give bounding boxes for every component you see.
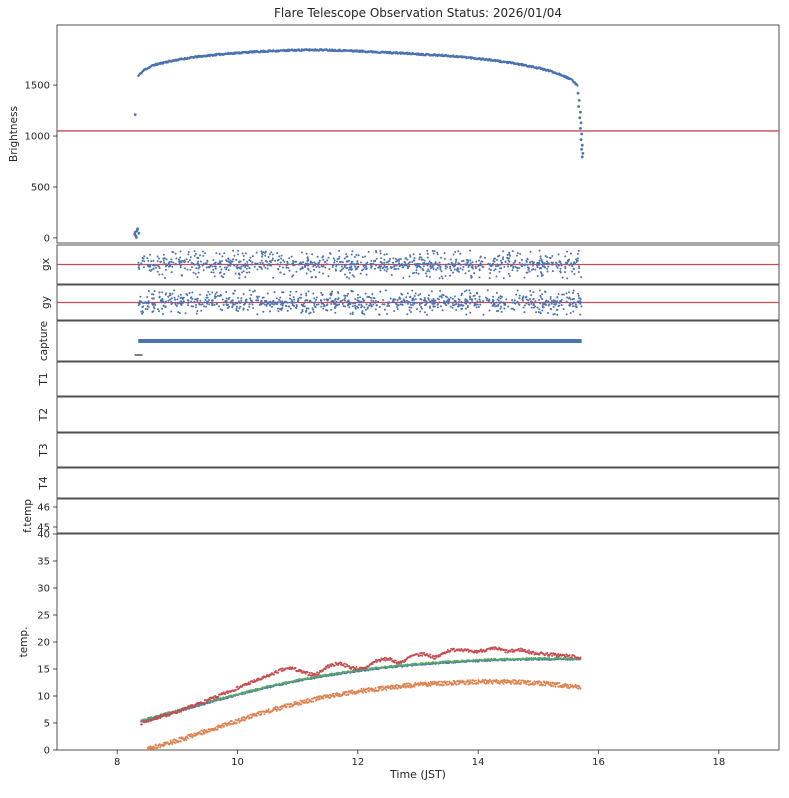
panel-label-temp: temp. xyxy=(18,627,30,658)
panel-frame-T2 xyxy=(56,396,780,433)
panel-label-T4: T4 xyxy=(38,476,50,490)
x-tick-label: 10 xyxy=(231,757,244,768)
y-tick-label: 20 xyxy=(37,638,50,649)
y-tick-label: 1000 xyxy=(25,132,50,143)
capture-off-mark xyxy=(134,354,143,356)
y-tick-label: 0 xyxy=(44,746,50,757)
y-tick-label: 500 xyxy=(31,182,50,193)
panel-label-gy: gy xyxy=(40,296,52,309)
panel-label-T3: T3 xyxy=(38,443,50,457)
x-tick-label: 14 xyxy=(472,757,485,768)
panel-frame-temp xyxy=(56,533,780,751)
panel-frame-ftemp xyxy=(56,498,780,534)
panel-label-capture: capture xyxy=(38,321,50,361)
y-tick-label: 15 xyxy=(37,665,50,676)
x-tick-label: 18 xyxy=(712,757,725,768)
capture-on-line xyxy=(138,339,582,343)
x-tick-label: 12 xyxy=(351,757,364,768)
panel-frame-capture xyxy=(56,320,780,362)
y-tick-label: 5 xyxy=(44,719,50,730)
y-tick-label: 35 xyxy=(37,557,50,568)
y-tick-label: 0 xyxy=(44,233,50,244)
panel-label-brightness: Brightness xyxy=(8,106,20,162)
chart-title: Flare Telescope Observation Status: 2026… xyxy=(274,6,562,20)
panel-frame-T4 xyxy=(56,467,780,499)
panel-frame-T1 xyxy=(56,361,780,397)
x-tick-label: 8 xyxy=(114,757,120,768)
panel-frame-T3 xyxy=(56,432,780,468)
panel-frame-brightness xyxy=(56,24,780,244)
y-tick-label: 25 xyxy=(37,611,50,622)
x-axis-label: Time (JST) xyxy=(390,768,446,781)
panel-label-T2: T2 xyxy=(38,408,50,422)
y-tick-label: 45 xyxy=(37,523,50,534)
y-tick-label: 46 xyxy=(37,503,50,514)
y-tick-label: 1500 xyxy=(25,81,50,92)
y-tick-label: 30 xyxy=(37,584,50,595)
y-tick-label: 40 xyxy=(37,530,50,541)
panel-label-T1: T1 xyxy=(38,372,50,386)
x-tick-label: 16 xyxy=(592,757,605,768)
panel-label-gx: gx xyxy=(40,258,52,271)
y-tick-label: 10 xyxy=(37,692,50,703)
panel-label-ftemp: f.temp xyxy=(22,499,34,533)
